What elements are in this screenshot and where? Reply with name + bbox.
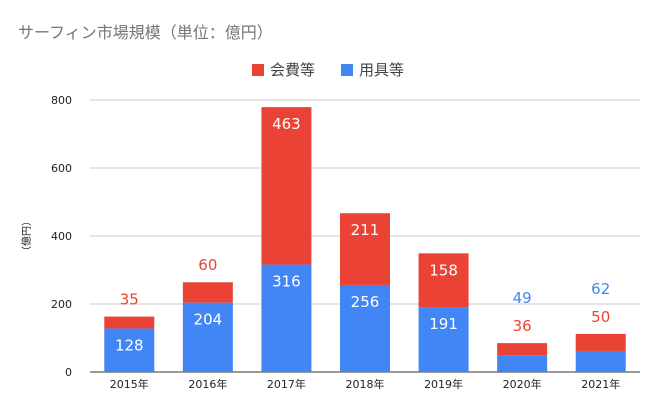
- data-label: 49: [513, 289, 532, 307]
- y-axis-ticks: 0 200 400 600 800: [51, 94, 72, 379]
- data-label: 128: [115, 336, 144, 354]
- data-label: 256: [351, 293, 380, 311]
- y-tick-label: 200: [51, 298, 72, 311]
- x-tick-label: 2019年: [424, 377, 463, 391]
- x-tick-label: 2017年: [267, 377, 306, 391]
- legend-swatch: [341, 64, 354, 76]
- bar-segment: [261, 264, 312, 372]
- x-tick-label: 2015年: [110, 377, 149, 391]
- chart-title: サーフィン市場規模（単位：億円）: [18, 23, 273, 42]
- legend-label: 会費等: [270, 61, 315, 79]
- y-tick-label: 400: [51, 230, 72, 243]
- data-label: 62: [591, 280, 610, 298]
- bar-segment: [104, 328, 155, 372]
- bar-segment: [497, 343, 548, 356]
- bar-segment: [261, 107, 312, 265]
- bar-segment: [182, 282, 233, 303]
- bar-segment: [418, 253, 469, 308]
- x-tick-label: 2021年: [581, 377, 620, 391]
- legend-swatch: [252, 64, 264, 76]
- bar-segment: [182, 302, 233, 372]
- x-tick-label: 2020年: [503, 377, 542, 391]
- bar-segment: [575, 350, 626, 372]
- bar-segment: [340, 213, 390, 285]
- bar-segment: [418, 307, 469, 372]
- data-label: 35: [120, 291, 139, 309]
- y-axis-label: （億円）: [20, 216, 33, 256]
- data-label: 36: [513, 317, 532, 335]
- data-label: 316: [272, 273, 301, 291]
- legend: 会費等 用具等: [252, 61, 404, 79]
- data-label: 50: [591, 308, 610, 326]
- x-tick-label: 2016年: [188, 377, 227, 391]
- x-tick-label: 2018年: [346, 377, 385, 391]
- bar-segment: [340, 284, 390, 372]
- bars: 128 35 204 60 316 463 256 211 191 158 49 36 62 50: [104, 107, 626, 372]
- data-label: 211: [351, 221, 380, 239]
- data-label: 191: [429, 315, 458, 333]
- data-label: 204: [194, 311, 223, 329]
- bar-segment: [497, 355, 548, 372]
- y-tick-label: 800: [51, 94, 72, 107]
- y-tick-label: 600: [51, 162, 72, 175]
- legend-label: 用具等: [359, 61, 404, 79]
- x-axis-ticks: 2015年 2016年 2017年 2018年 2019年 2020年 2021年: [110, 377, 620, 391]
- y-tick-label: 0: [65, 366, 72, 379]
- data-label: 158: [429, 261, 458, 279]
- data-label: 60: [198, 256, 217, 274]
- bar-segment: [575, 333, 626, 351]
- bar-segment: [104, 316, 155, 329]
- data-label: 463: [272, 115, 301, 133]
